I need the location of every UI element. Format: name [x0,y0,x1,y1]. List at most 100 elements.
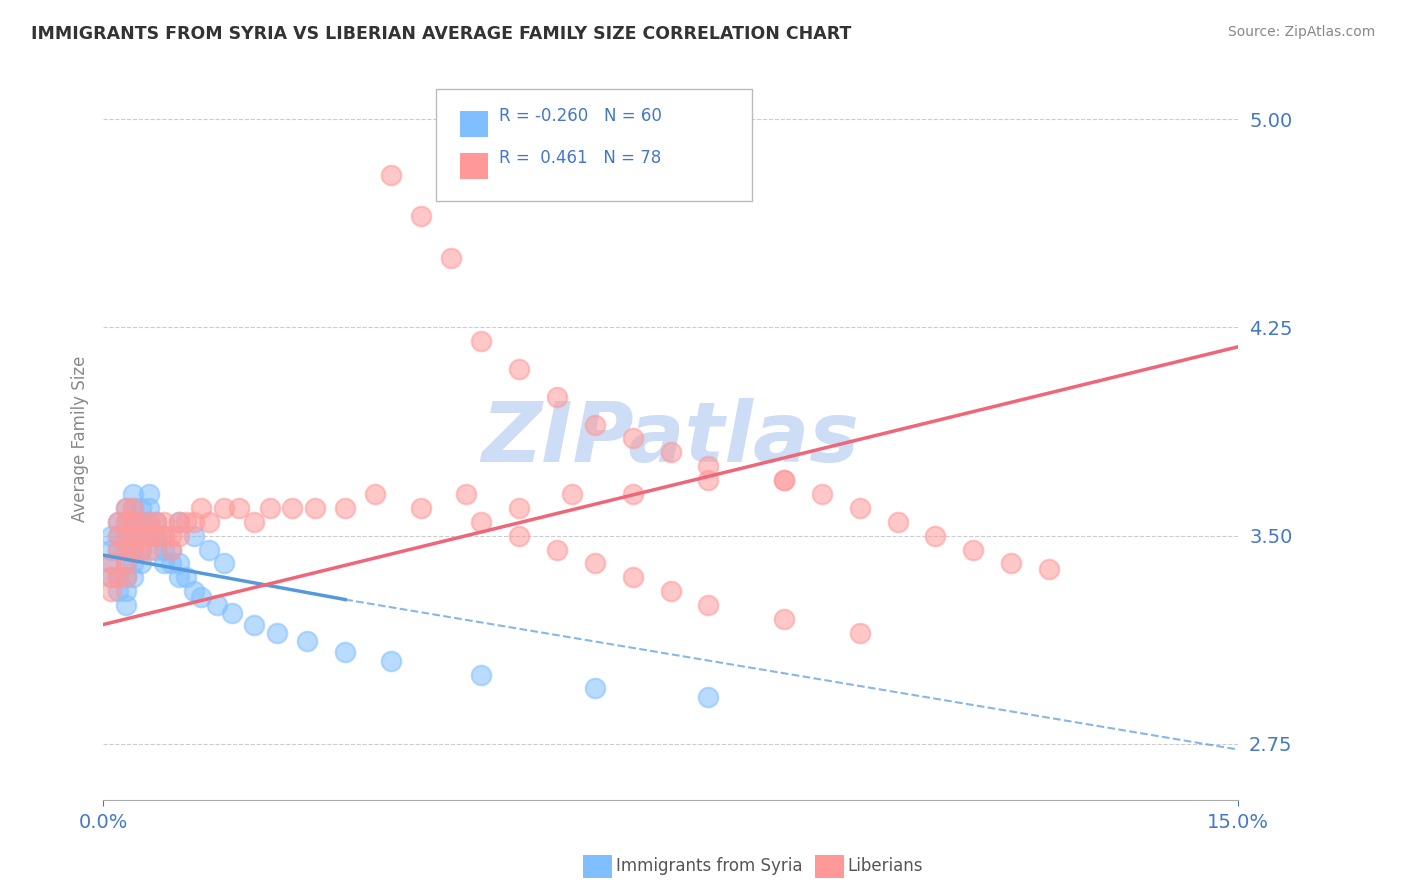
Point [107,584,129,599]
Point [114,529,136,543]
Point [297,634,319,648]
Point [621,432,644,446]
Point [129,529,152,543]
Point [138,515,160,529]
Point [107,515,129,529]
Point [1038,562,1060,576]
Point [962,542,984,557]
Point [122,529,145,543]
Point [129,529,152,543]
Point [1000,557,1022,571]
Text: R = -0.260   N = 60: R = -0.260 N = 60 [499,107,662,125]
Point [114,515,136,529]
Point [697,473,720,487]
Point [167,515,190,529]
Point [122,570,145,584]
Point [129,500,152,515]
Point [129,515,152,529]
Point [198,542,221,557]
Point [167,529,190,543]
Point [114,529,136,543]
Point [190,500,212,515]
Point [145,542,167,557]
Point [697,690,720,704]
Point [145,529,167,543]
Point [773,473,796,487]
Point [114,598,136,612]
Point [122,515,145,529]
Point [190,590,212,604]
Point [160,542,183,557]
Text: Source: ZipAtlas.com: Source: ZipAtlas.com [1227,25,1375,39]
Point [167,515,190,529]
Point [107,542,129,557]
Point [440,251,463,265]
Point [228,500,250,515]
Point [107,529,129,543]
Point [508,362,530,376]
Point [114,584,136,599]
Point [122,542,145,557]
Point [138,542,160,557]
Point [138,500,160,515]
Point [243,617,266,632]
Point [470,334,492,349]
Point [152,557,174,571]
Point [114,557,136,571]
Point [380,168,402,182]
Point [848,500,870,515]
Point [114,542,136,557]
Point [152,529,174,543]
Point [129,515,152,529]
Point [621,487,644,501]
Point [100,557,122,571]
Point [122,500,145,515]
Point [583,557,606,571]
Point [145,529,167,543]
Point [122,500,145,515]
Point [145,515,167,529]
Text: Immigrants from Syria: Immigrants from Syria [616,857,803,875]
Point [456,487,478,501]
Point [114,542,136,557]
Point [129,542,152,557]
Point [122,557,145,571]
Point [212,500,235,515]
Point [107,570,129,584]
Point [122,542,145,557]
Point [107,542,129,557]
Point [183,515,205,529]
Point [114,500,136,515]
Point [100,570,122,584]
Point [659,445,682,459]
Point [114,515,136,529]
Text: IMMIGRANTS FROM SYRIA VS LIBERIAN AVERAGE FAMILY SIZE CORRELATION CHART: IMMIGRANTS FROM SYRIA VS LIBERIAN AVERAG… [31,25,851,43]
Point [160,542,183,557]
Point [152,515,174,529]
Point [107,529,129,543]
Point [167,557,190,571]
Point [100,570,122,584]
Point [848,626,870,640]
Point [160,557,183,571]
Point [335,500,357,515]
Point [546,542,568,557]
Point [205,598,228,612]
Point [364,487,387,501]
Point [561,487,583,501]
Point [114,500,136,515]
Point [138,529,160,543]
Point [621,570,644,584]
Point [129,557,152,571]
Point [183,584,205,599]
Point [114,570,136,584]
Point [122,529,145,543]
Point [409,500,432,515]
Point [697,459,720,474]
Point [583,681,606,696]
Point [129,542,152,557]
Point [243,515,266,529]
Point [508,500,530,515]
Point [114,557,136,571]
Point [266,626,288,640]
